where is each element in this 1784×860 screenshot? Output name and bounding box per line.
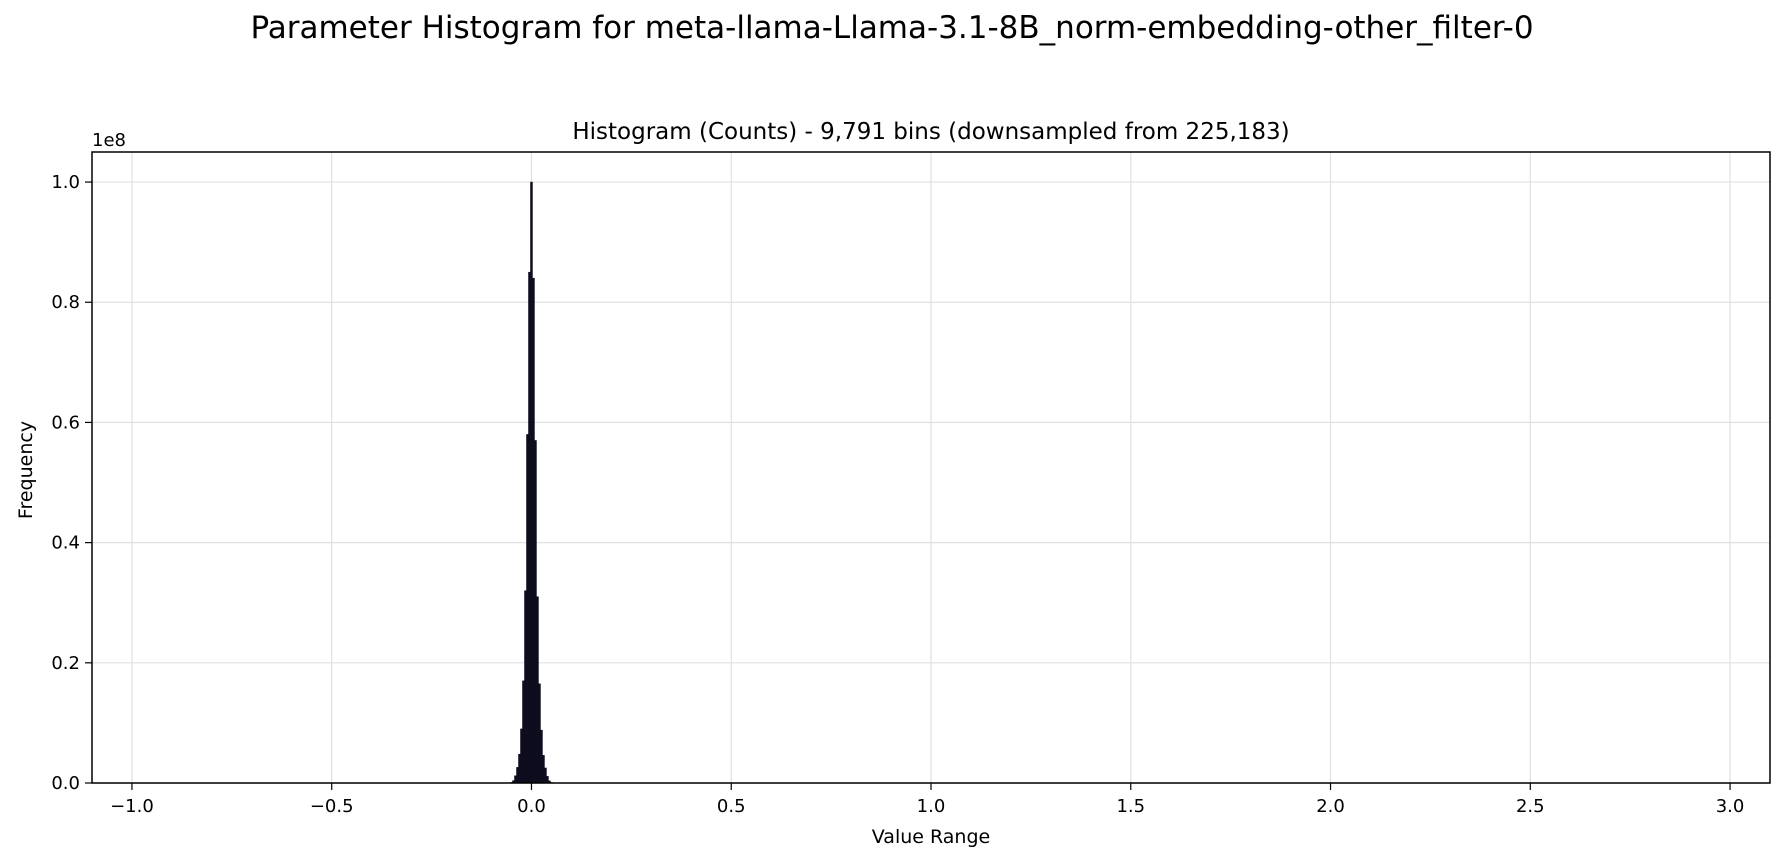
chart-title: Histogram (Counts) - 9,791 bins (downsam…: [572, 119, 1289, 145]
histogram-bar: [546, 776, 549, 784]
y-axis-label: Frequency: [15, 421, 37, 519]
grid-lines: [92, 152, 1770, 784]
x-tick-label: −0.5: [310, 796, 354, 817]
x-tick-label: −1.0: [110, 796, 154, 817]
x-axis-ticks: −1.0 −0.5 0.0 0.5 1.0 1.5 2.0 2.5 3.0: [110, 783, 1744, 817]
x-tick-label: 1.5: [1116, 796, 1145, 817]
histogram-bar: [514, 775, 517, 784]
y-offset-label: 1e8: [92, 130, 126, 151]
x-tick-label: 1.0: [917, 796, 946, 817]
y-tick-label: 1.0: [51, 172, 80, 193]
x-tick-label: 2.5: [1516, 796, 1545, 817]
y-axis-ticks: 0.0 0.2 0.4 0.6 0.8 1.0: [51, 172, 92, 794]
histogram-bar: [528, 271, 531, 784]
histogram-bars: [510, 181, 553, 784]
histogram-bar: [544, 767, 547, 784]
x-tick-label: 2.0: [1316, 796, 1345, 817]
figure-title: Parameter Histogram for meta-llama-Llama…: [250, 10, 1534, 46]
histogram-bar: [524, 590, 527, 784]
y-tick-label: 0.2: [51, 653, 80, 674]
y-tick-label: 0.8: [51, 292, 80, 313]
histogram-bar: [534, 440, 537, 784]
histogram-bar: [530, 181, 533, 784]
histogram-bar: [538, 683, 541, 784]
histogram-bar: [526, 434, 529, 784]
y-tick-label: 0.6: [51, 412, 80, 433]
x-axis-label: Value Range: [872, 826, 990, 848]
histogram-bar: [520, 728, 523, 784]
x-tick-label: 0.0: [517, 796, 546, 817]
histogram-bar: [540, 729, 543, 784]
histogram-bar: [532, 277, 535, 784]
histogram-bar: [536, 596, 539, 784]
histogram-bar: [522, 680, 525, 784]
y-tick-label: 0.0: [51, 773, 80, 794]
y-tick-label: 0.4: [51, 533, 80, 554]
histogram-bar: [542, 755, 545, 784]
x-tick-label: 3.0: [1716, 796, 1745, 817]
x-tick-label: 0.5: [717, 796, 746, 817]
histogram-bar: [518, 753, 521, 784]
histogram-bar: [516, 767, 519, 784]
